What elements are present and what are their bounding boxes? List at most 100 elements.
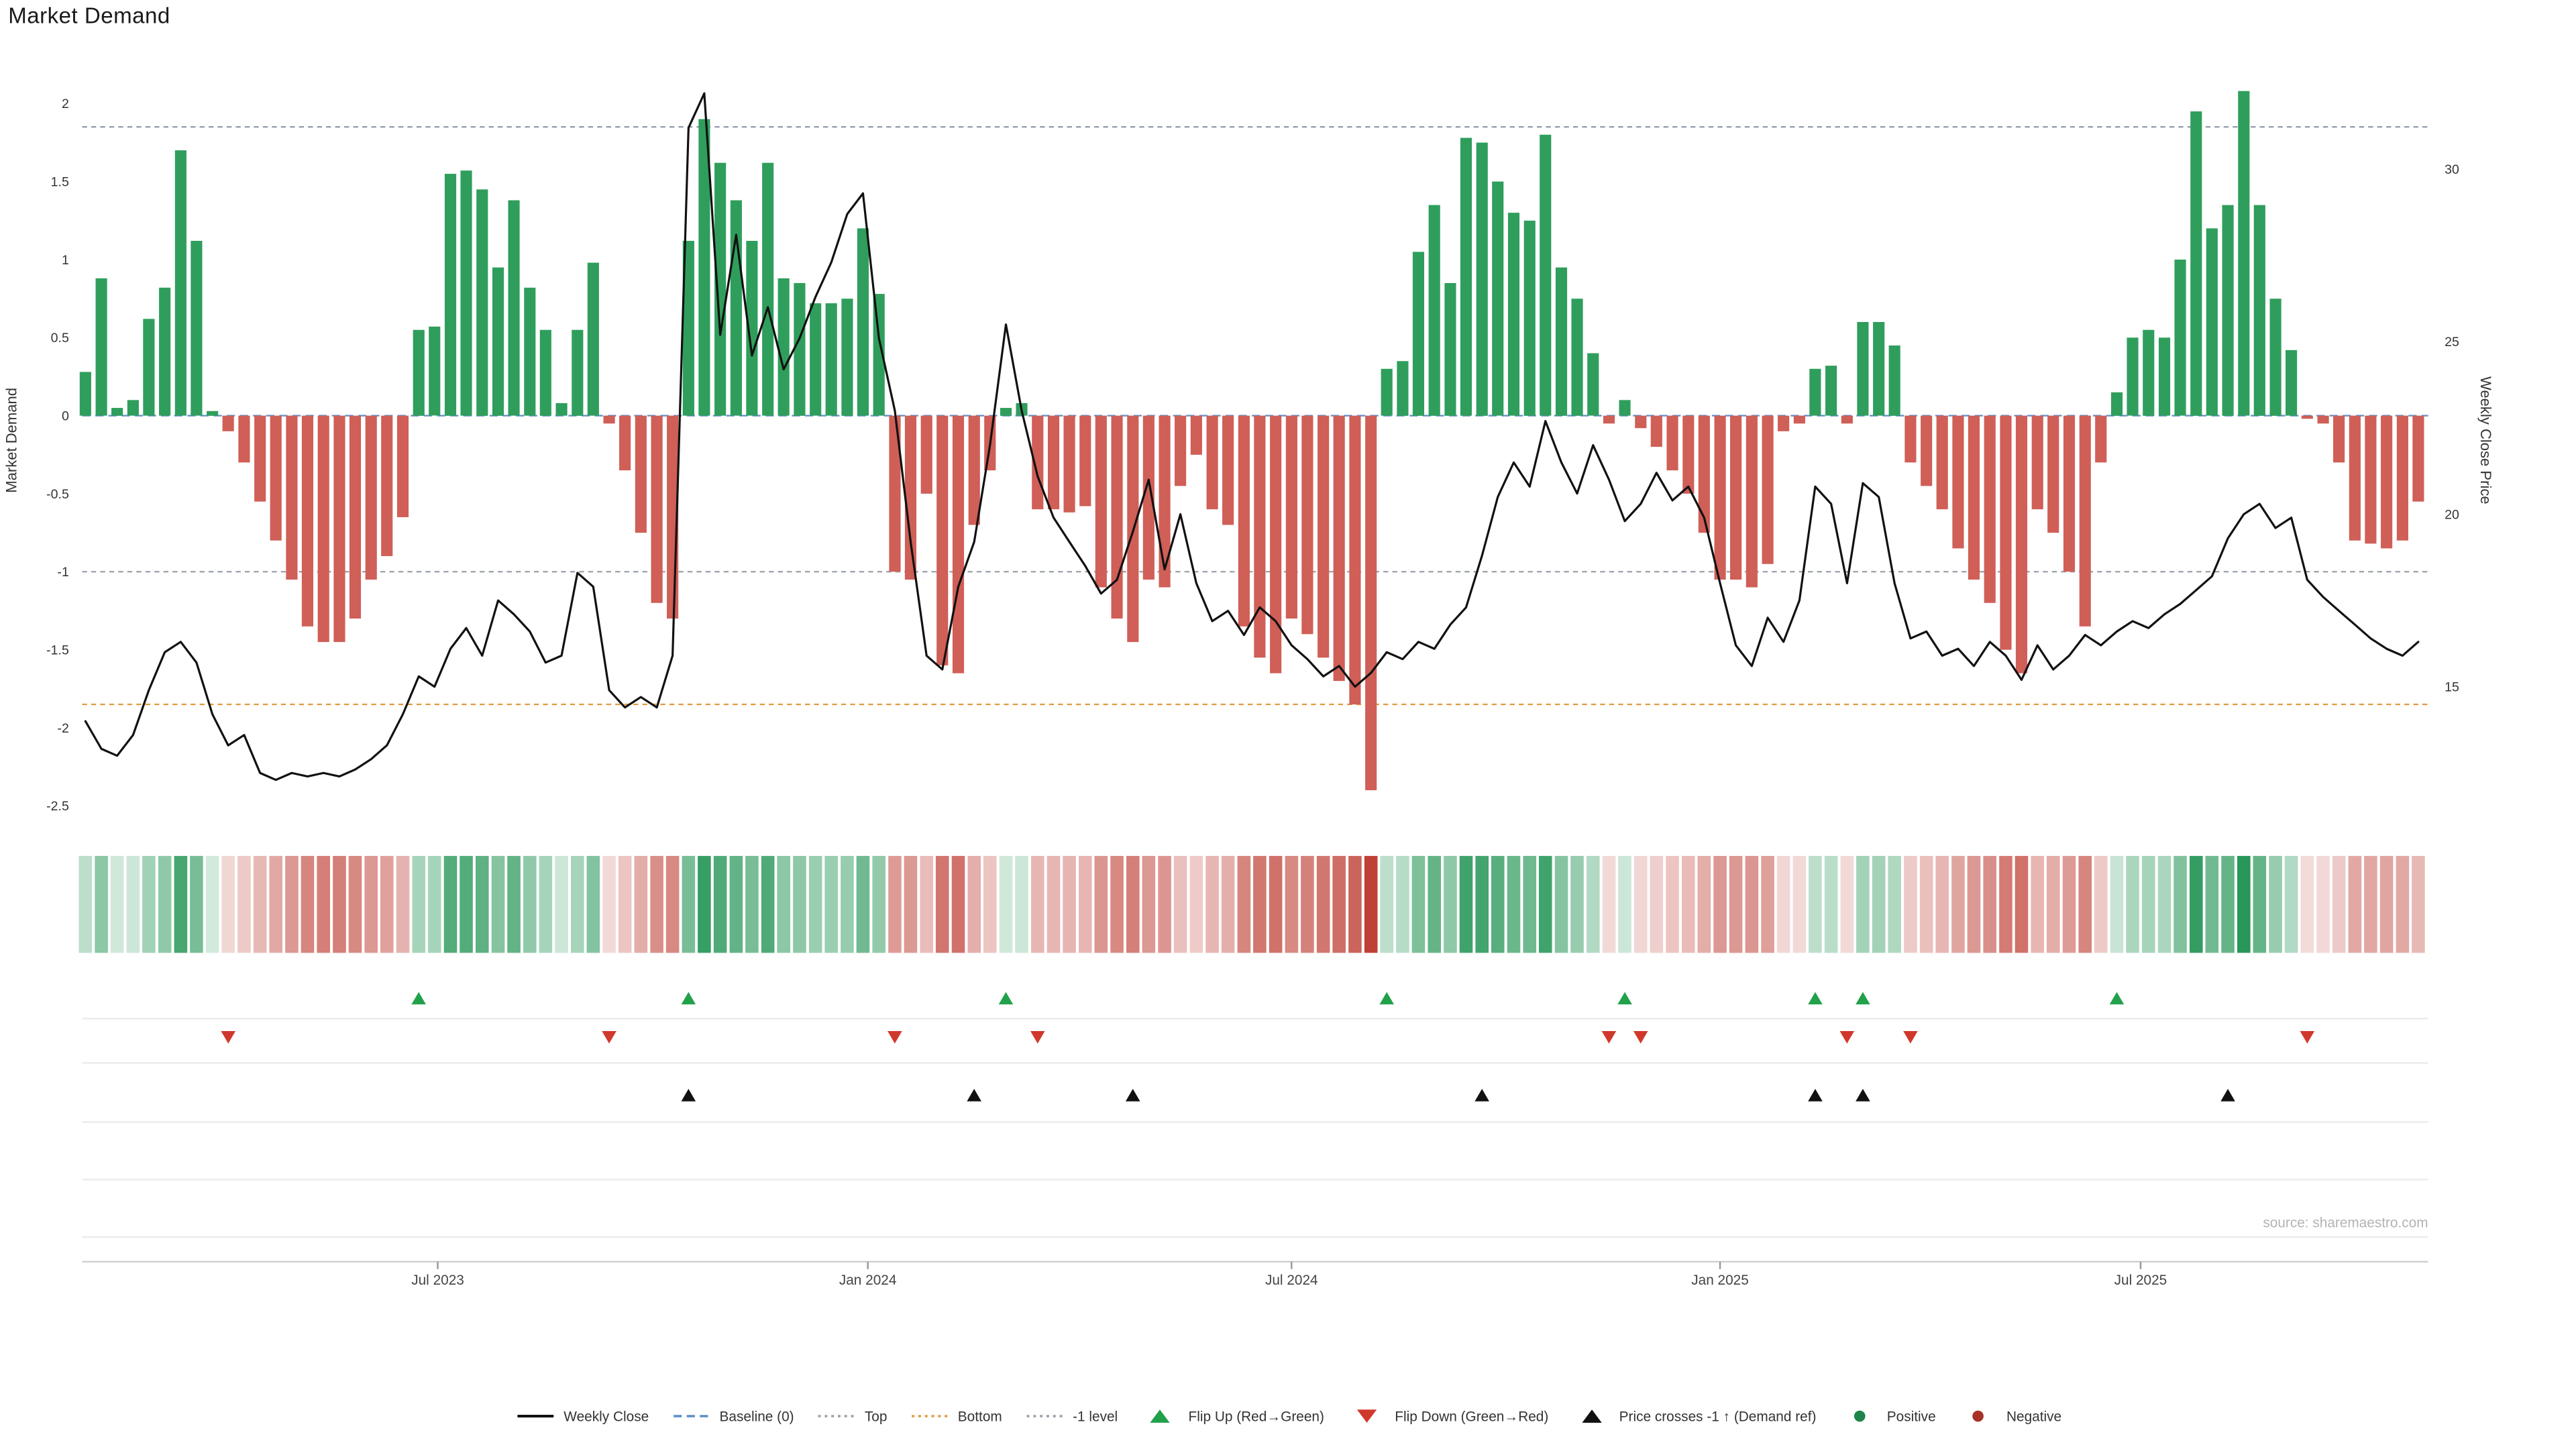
heatmap-cell	[1046, 855, 1061, 953]
legend-line-symbol	[517, 1415, 554, 1417]
heatmap-cell	[808, 855, 822, 953]
legend-item: Positive	[1837, 1408, 1936, 1424]
heatmap-cell	[2174, 855, 2187, 953]
heatmap-cell	[1776, 855, 1790, 953]
right-tick-label: 25	[2445, 335, 2459, 350]
heatmap-cell	[1158, 855, 1171, 953]
demand-bar	[889, 415, 901, 572]
demand-bar	[1063, 415, 1075, 513]
demand-bar	[2063, 415, 2076, 572]
heatmap-cell	[665, 855, 680, 953]
price-cross-marker	[1474, 1089, 1489, 1102]
heatmap-cell	[1967, 855, 1981, 953]
demand-bar	[1603, 415, 1615, 424]
heatmap-cell	[2141, 855, 2155, 953]
heatmap-cell	[2379, 855, 2394, 953]
heatmap-cell	[1666, 855, 1679, 953]
source-caption: source: sharemaestro.com	[2263, 1215, 2428, 1230]
heatmap-cell	[269, 855, 282, 953]
heatmap-cell	[2078, 855, 2092, 953]
heatmap-cell	[920, 855, 934, 953]
demand-bar	[714, 162, 727, 416]
heatmap-cell	[571, 855, 584, 953]
heatmap-cell	[1570, 855, 1584, 953]
heatmap-cell	[1618, 855, 1631, 953]
heatmap-cell	[1809, 855, 1822, 953]
heatmap-cell	[380, 855, 394, 953]
demand-bar	[317, 415, 329, 643]
price-line-group	[84, 92, 2420, 782]
demand-bar	[429, 326, 441, 416]
demand-bar	[1857, 322, 1869, 416]
heatmap-cell	[1269, 855, 1283, 953]
left-tick-label: -2.5	[46, 799, 69, 814]
demand-heatmap	[78, 855, 2425, 953]
demand-bar	[1698, 415, 1710, 533]
demand-bar	[603, 415, 615, 424]
demand-bar	[1762, 415, 1774, 564]
heatmap-cell	[158, 855, 172, 953]
page-title: Market Demand	[8, 3, 170, 28]
heatmap-cell	[1888, 855, 1901, 953]
heatmap-cell	[586, 855, 600, 953]
demand-bar	[333, 415, 345, 643]
demand-bar	[1000, 408, 1012, 416]
legend-item: -1 level	[1024, 1408, 1118, 1424]
demand-bar	[1285, 415, 1297, 619]
heatmap-cell	[1332, 855, 1346, 953]
demand-bar	[127, 400, 139, 416]
heatmap-cell	[1063, 855, 1076, 953]
right-tick-label: 15	[2445, 680, 2459, 695]
flip-down-marker	[221, 1030, 236, 1044]
demand-bar	[2127, 337, 2139, 416]
demand-bar	[1936, 415, 1948, 510]
legend-item: Bottom	[908, 1408, 1002, 1424]
heatmap-cell	[1792, 855, 1807, 953]
demand-bar	[1476, 142, 1488, 416]
demand-bar	[2238, 91, 2250, 416]
demand-bar	[222, 415, 234, 431]
legend-item: Price crosses -1 ↑ (Demand ref)	[1570, 1408, 1816, 1424]
demand-bar	[2047, 415, 2059, 533]
demand-bar	[1730, 415, 1742, 580]
heatmap-cell	[555, 855, 568, 953]
demand-bar	[476, 189, 488, 416]
heatmap-cell	[1079, 855, 1092, 953]
flip-up-marker	[1379, 991, 1395, 1005]
demand-bar	[396, 415, 409, 517]
legend-dots-symbol	[912, 1415, 949, 1417]
market-demand-chart: 2 1.5 1 0.5 0 -0.5 -1 -1.5 -2 -2.5 30 25 20 15 Jul 202…	[3, 91, 2494, 1288]
demand-bar	[349, 415, 362, 619]
demand-bar	[381, 415, 393, 556]
heatmap-cell	[2157, 855, 2171, 953]
heatmap-cell	[1142, 855, 1156, 953]
heatmap-cell	[1110, 855, 1124, 953]
heatmap-cell	[1253, 855, 1267, 953]
heatmap-cell	[2300, 855, 2314, 953]
heatmap-cell	[1189, 855, 1203, 953]
demand-bar	[873, 294, 885, 416]
flip-up-marker	[1856, 991, 1870, 1005]
heatmap-cell	[237, 855, 251, 953]
heatmap-cell	[2237, 855, 2251, 953]
demand-bar	[1270, 415, 1282, 674]
heatmap-cell	[1538, 855, 1552, 953]
flip-down-marker	[1839, 1030, 1855, 1044]
heatmap-cell	[729, 855, 743, 953]
legend-label: Price crosses -1 ↑ (Demand ref)	[1619, 1407, 1817, 1425]
heatmap-cell	[1761, 855, 1774, 953]
demand-bar	[1571, 299, 1583, 416]
heatmap-cell	[364, 855, 378, 953]
demand-bar	[1952, 415, 1964, 549]
heatmap-cell	[1697, 855, 1711, 953]
heatmap-cell	[841, 855, 854, 953]
heatmap-cell	[1316, 855, 1330, 953]
heatmap-cell	[1459, 855, 1473, 953]
left-tick-label: -1	[57, 565, 68, 580]
legend-label: Flip Down (Green→Red)	[1395, 1407, 1549, 1425]
flip-up-marker	[411, 991, 426, 1005]
demand-bar	[301, 415, 314, 627]
heatmap-cell	[1856, 855, 1870, 953]
legend-label: Weekly Close	[564, 1407, 649, 1425]
heatmap-cell	[460, 855, 473, 953]
